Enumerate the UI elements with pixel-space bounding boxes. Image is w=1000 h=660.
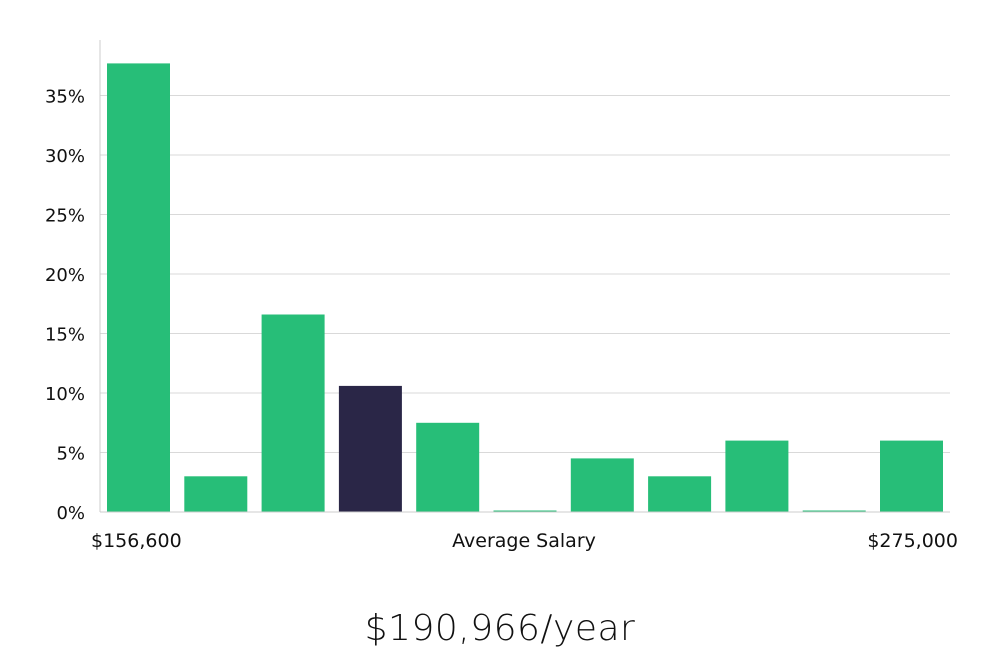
y-tick-label: 15% xyxy=(45,325,85,346)
bar xyxy=(493,510,557,512)
x-label-min: $156,600 xyxy=(91,530,182,552)
bar xyxy=(802,510,866,512)
bar xyxy=(184,476,248,512)
bar xyxy=(880,440,943,512)
bar xyxy=(570,458,634,512)
x-label-max: $275,000 xyxy=(867,530,958,552)
y-tick-label: 30% xyxy=(45,146,85,167)
y-axis-ticks: 0% 5% 10% 15% 20% 25% 30% 35% xyxy=(45,87,85,525)
y-tick-label: 10% xyxy=(45,384,85,405)
bar xyxy=(416,422,480,513)
bar xyxy=(107,63,170,513)
y-tick-label: 20% xyxy=(45,265,85,286)
gridlines xyxy=(100,95,950,453)
y-tick-label: 25% xyxy=(45,206,85,227)
bar xyxy=(261,314,325,512)
average-salary-value: $190,966/year xyxy=(364,608,636,649)
y-tick-label: 0% xyxy=(56,503,85,524)
bar xyxy=(648,476,712,512)
bar xyxy=(725,440,789,512)
x-axis-title: Average Salary xyxy=(452,530,596,552)
bar-highlighted xyxy=(338,385,402,512)
bars xyxy=(107,63,943,513)
y-tick-label: 5% xyxy=(56,444,85,465)
y-tick-label: 35% xyxy=(45,87,85,108)
salary-histogram: 0% 5% 10% 15% 20% 25% 30% 35% $156,600 Average … xyxy=(45,40,958,552)
